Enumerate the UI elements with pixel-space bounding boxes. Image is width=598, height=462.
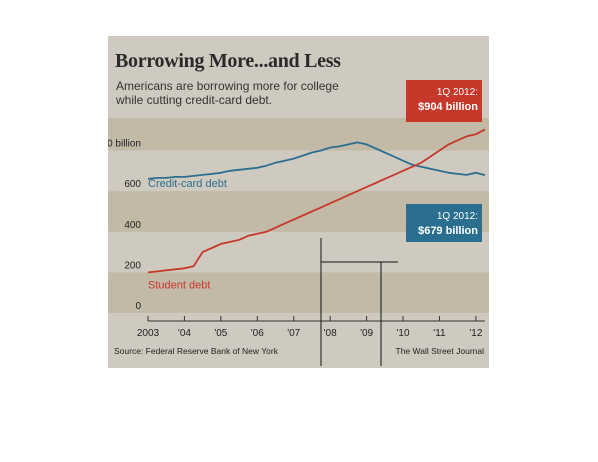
- chart-plot: 0 200 400 600 $800 billion 2003 '04 '05 '06 '07 '…: [108, 80, 489, 339]
- grid-band: [108, 272, 489, 313]
- x-tick-label: '07: [287, 328, 300, 339]
- y-tick-label: 200: [124, 260, 141, 271]
- callout-student-debt-box: [406, 80, 482, 122]
- series-line: [147, 128, 486, 274]
- x-tick-label: 2003: [137, 328, 160, 339]
- grid-band: [108, 118, 489, 151]
- x-tick-label: '12: [469, 328, 482, 339]
- series-line: [147, 141, 486, 180]
- x-tick-label: '05: [214, 328, 227, 339]
- callout-credit-card-debt-box: [406, 204, 482, 242]
- x-tick-label: '11: [433, 328, 446, 339]
- chart-figure: 0 200 400 600 $800 billion 2003 '04 '05 '06 '07 '…: [108, 36, 489, 368]
- series-label-student: Student debt: [148, 280, 210, 292]
- chart-title: Borrowing More...and Less: [115, 50, 341, 72]
- y-tick-label: $800 billion: [108, 139, 141, 150]
- source-note: Source: Federal Reserve Bank of New York: [114, 346, 278, 356]
- x-tick-label: '09: [360, 328, 373, 339]
- callout-credit-card-debt-value: $679 billion: [418, 225, 478, 237]
- x-tick-label: '10: [397, 328, 410, 339]
- y-tick-label: 400: [124, 220, 141, 231]
- x-tick-label: '04: [178, 328, 191, 339]
- x-tick-label: '08: [324, 328, 337, 339]
- callout-student-debt-value: $904 billion: [418, 101, 478, 113]
- y-tick-label: 600: [124, 179, 141, 190]
- callout-student-debt-label: 1Q 2012:: [437, 87, 478, 98]
- publisher-credit: The Wall Street Journal: [395, 346, 485, 356]
- callout-credit-card-debt-label: 1Q 2012:: [437, 211, 478, 222]
- y-tick-label: 0: [135, 301, 141, 312]
- series-label-credit-card: Credit-card debt: [148, 178, 227, 190]
- chart-subtitle: Americans are borrowing more for college…: [116, 79, 339, 107]
- x-tick-label: '06: [251, 328, 264, 339]
